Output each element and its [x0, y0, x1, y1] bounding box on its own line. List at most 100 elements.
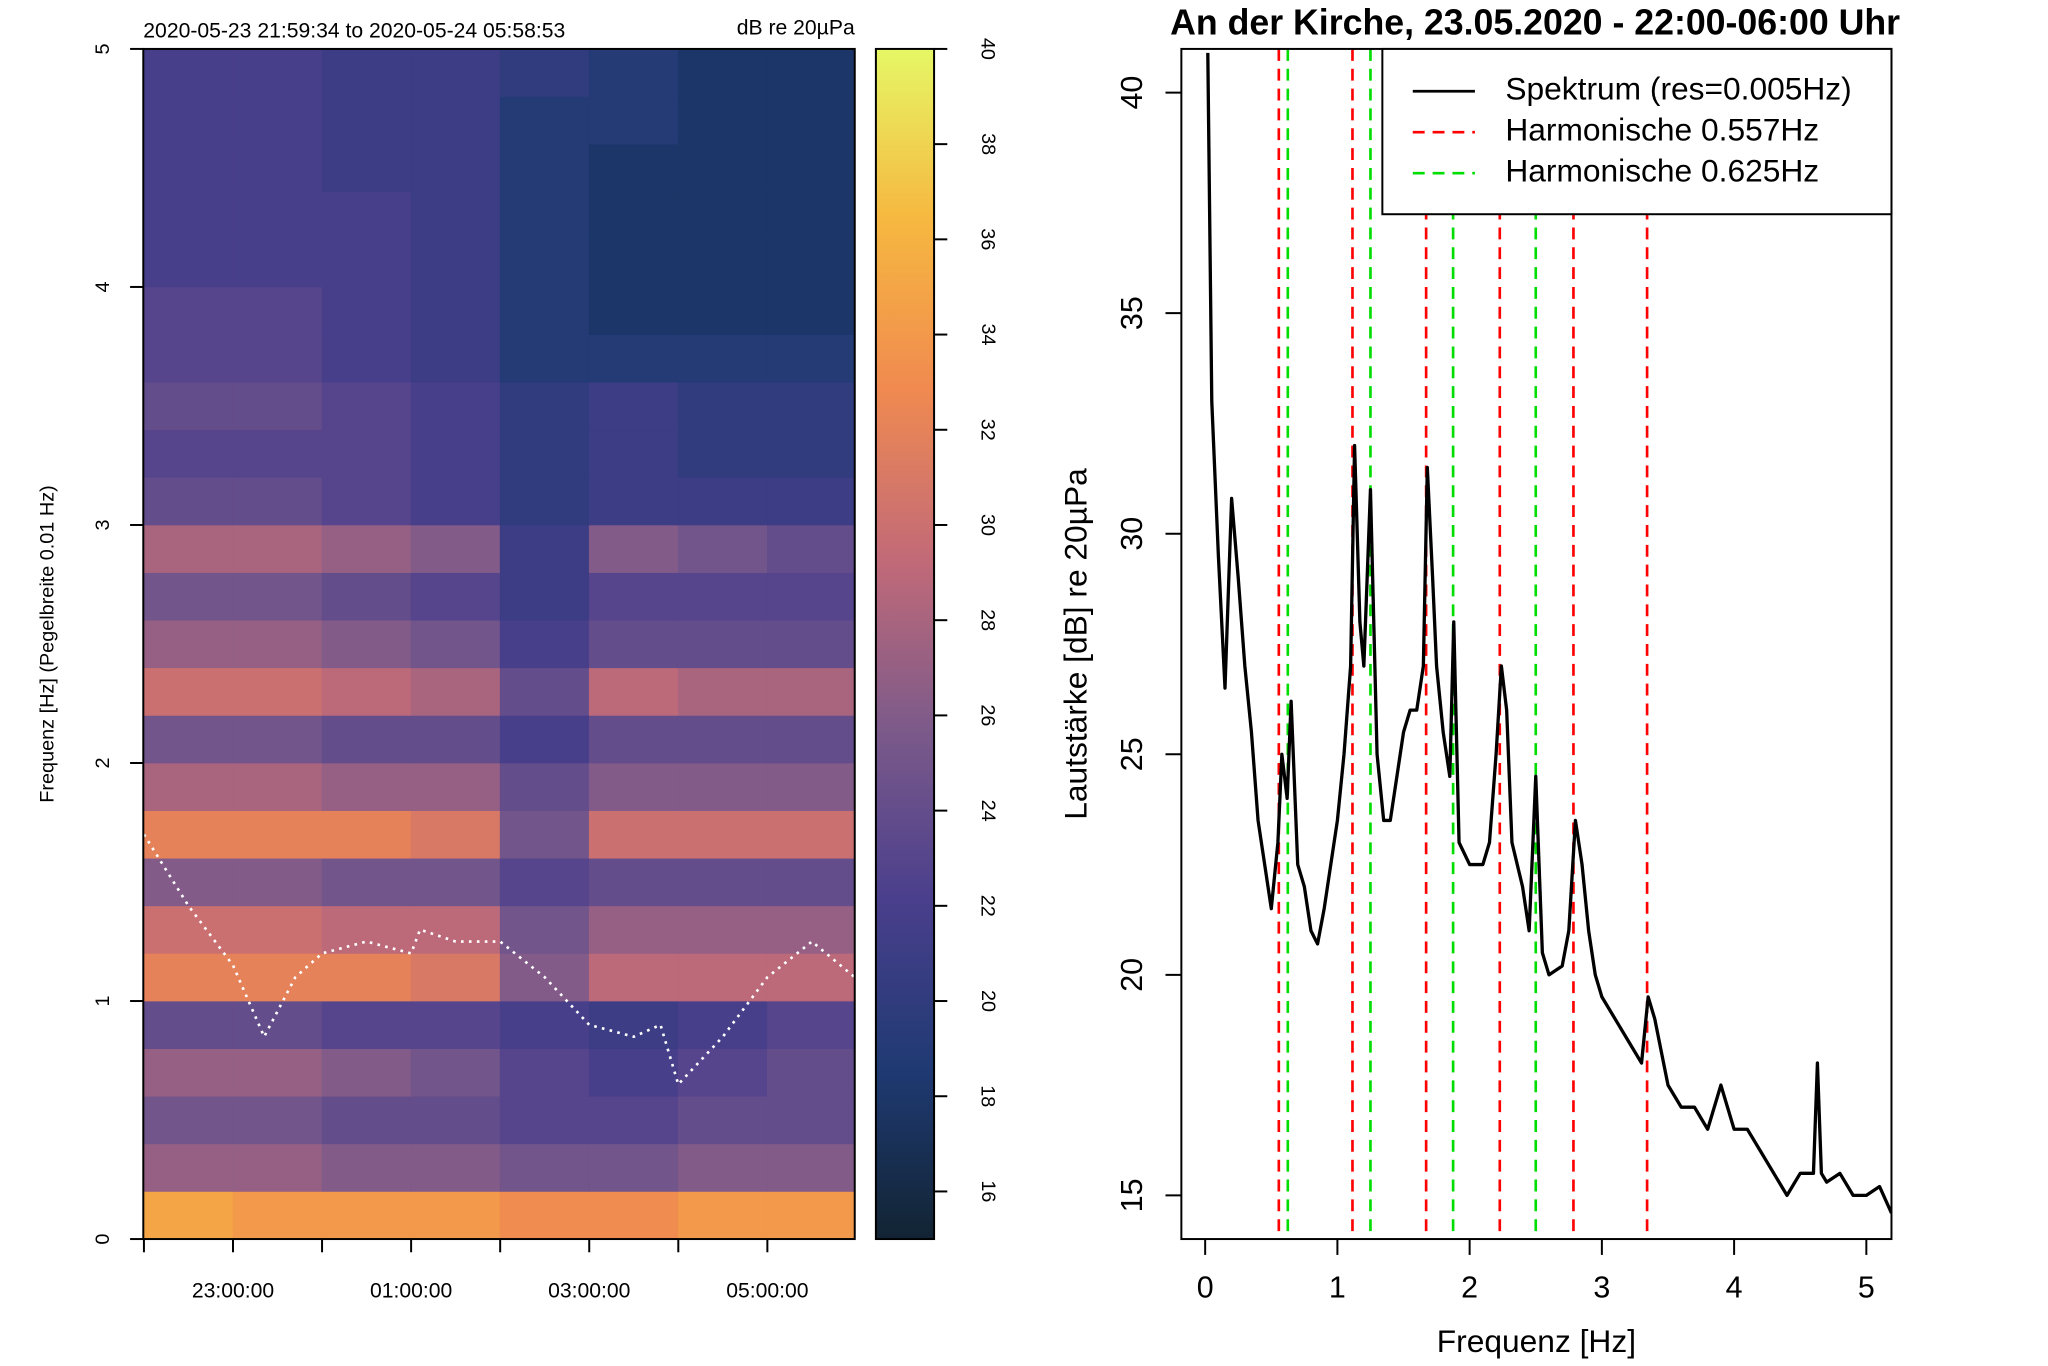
heatmap-cell — [588, 715, 679, 764]
heatmap-cell — [588, 572, 679, 621]
heatmap-cell — [232, 1000, 323, 1049]
plot-area — [1206, 48, 1892, 1240]
heatmap-cell — [143, 953, 234, 1002]
heatmap-cell — [143, 286, 234, 335]
heatmap-cell — [767, 1191, 855, 1240]
heatmap-cell — [677, 1143, 768, 1192]
heatmap-cell — [767, 619, 855, 669]
heatmap-cell — [677, 1191, 768, 1240]
spectrum-line — [1206, 52, 1892, 1214]
heatmap-cell — [321, 334, 412, 383]
heatmap-cell — [143, 143, 234, 193]
heatmap-cell — [410, 239, 501, 288]
heatmap-cell — [232, 572, 323, 621]
heatmap-cell — [232, 857, 323, 907]
heatmap-cell — [410, 524, 501, 573]
heatmap-cell — [588, 667, 679, 716]
heatmap-cell — [321, 1191, 412, 1240]
heatmap-cell — [143, 381, 234, 431]
heatmap-cell — [588, 96, 679, 145]
heatmap-cell — [410, 810, 501, 859]
heatmap-cell — [767, 96, 855, 145]
legend-box — [1381, 47, 1893, 216]
heatmap-cell — [677, 524, 768, 573]
heatmap-cell — [767, 905, 855, 954]
heatmap-cell — [143, 191, 234, 240]
heatmap-cell — [767, 715, 855, 764]
heatmap-cell — [767, 1143, 855, 1192]
heatmap-cell — [410, 1191, 501, 1240]
colorbar-tick-label: 30 — [977, 514, 999, 536]
heatmap-cell — [499, 667, 590, 716]
heatmap-cell — [232, 1191, 323, 1240]
heatmap-cell — [143, 524, 234, 573]
heatmap-cell — [410, 762, 501, 811]
x-tick-label: 23:00:00 — [192, 1280, 274, 1303]
heatmap-cell — [321, 905, 412, 954]
heatmap-cell — [321, 953, 412, 1002]
colorbar-tick-label: 22 — [977, 895, 999, 917]
heatmap-cell — [588, 810, 679, 859]
heatmap-cell — [321, 1048, 412, 1097]
heatmap-cell — [321, 667, 412, 716]
heatmap-cell — [767, 953, 855, 1002]
heatmap-cell — [499, 619, 590, 669]
y-tick-label: 20 — [1115, 958, 1149, 992]
heatmap-cell — [588, 334, 679, 383]
heatmap-cell — [499, 762, 590, 811]
colorbar-tick-label: 28 — [977, 609, 999, 631]
heatmap-cell — [321, 286, 412, 335]
heatmap-cell — [677, 762, 768, 811]
heatmap-cell — [677, 1000, 768, 1049]
heatmap-cell — [677, 810, 768, 859]
heatmap-cell — [767, 1095, 855, 1145]
heatmap-cell — [410, 143, 501, 193]
heatmap-cell — [588, 429, 679, 478]
colorbar-tick-label: 40 — [977, 38, 999, 60]
heatmap-cell — [410, 1048, 501, 1097]
heatmap-cell — [677, 143, 768, 193]
heatmap-cell — [499, 143, 590, 193]
heatmap-cell — [767, 667, 855, 716]
heatmap-cell — [321, 143, 412, 193]
heatmap-cell — [499, 1095, 590, 1145]
x-tick-label: 2 — [1461, 1270, 1478, 1304]
heatmap-cell — [143, 48, 234, 97]
heatmap-cell — [767, 191, 855, 240]
heatmap-cell — [232, 810, 323, 859]
heatmap-cell — [499, 1143, 590, 1192]
heatmap-cell — [499, 572, 590, 621]
colorbar-tick-label: 38 — [977, 133, 999, 155]
heatmap-cell — [767, 1000, 855, 1049]
heatmap-cell — [143, 1191, 234, 1240]
heatmap-cell — [677, 953, 768, 1002]
heatmap-cell — [143, 857, 234, 907]
heatmap-cell — [767, 762, 855, 811]
heatmap-cell — [767, 524, 855, 573]
y-axis-label: Lautstärke [dB] re 20µPa — [1058, 468, 1094, 820]
heatmap-cell — [232, 1095, 323, 1145]
colorbar-tick-label: 20 — [977, 990, 999, 1012]
heatmap-cell — [410, 715, 501, 764]
heatmap-cell — [499, 905, 590, 954]
heatmap-cell — [588, 239, 679, 288]
heatmap-cell — [410, 619, 501, 669]
heatmap-cell — [143, 1143, 234, 1192]
heatmap-cell — [410, 334, 501, 383]
heatmap-cell — [410, 477, 501, 526]
legend-label: Spektrum (res=0.005Hz) — [1505, 71, 1851, 107]
heatmap-cell — [232, 524, 323, 573]
heatmap-cell — [767, 1048, 855, 1097]
heatmap-cell — [143, 810, 234, 859]
colorbar-tick-label: 16 — [977, 1180, 999, 1202]
heatmap-cell — [321, 619, 412, 669]
heatmap-cell — [499, 429, 590, 478]
heatmap-cell — [588, 143, 679, 193]
y-tick-label: 0 — [92, 1234, 114, 1245]
heatmap-cell — [588, 477, 679, 526]
chart-title: An der Kirche, 23.05.2020 - 22:00-06:00 … — [1170, 3, 1900, 43]
heatmap-cell — [588, 381, 679, 431]
legend-label: Harmonische 0.625Hz — [1505, 153, 1819, 189]
heatmap-cell — [677, 381, 768, 431]
